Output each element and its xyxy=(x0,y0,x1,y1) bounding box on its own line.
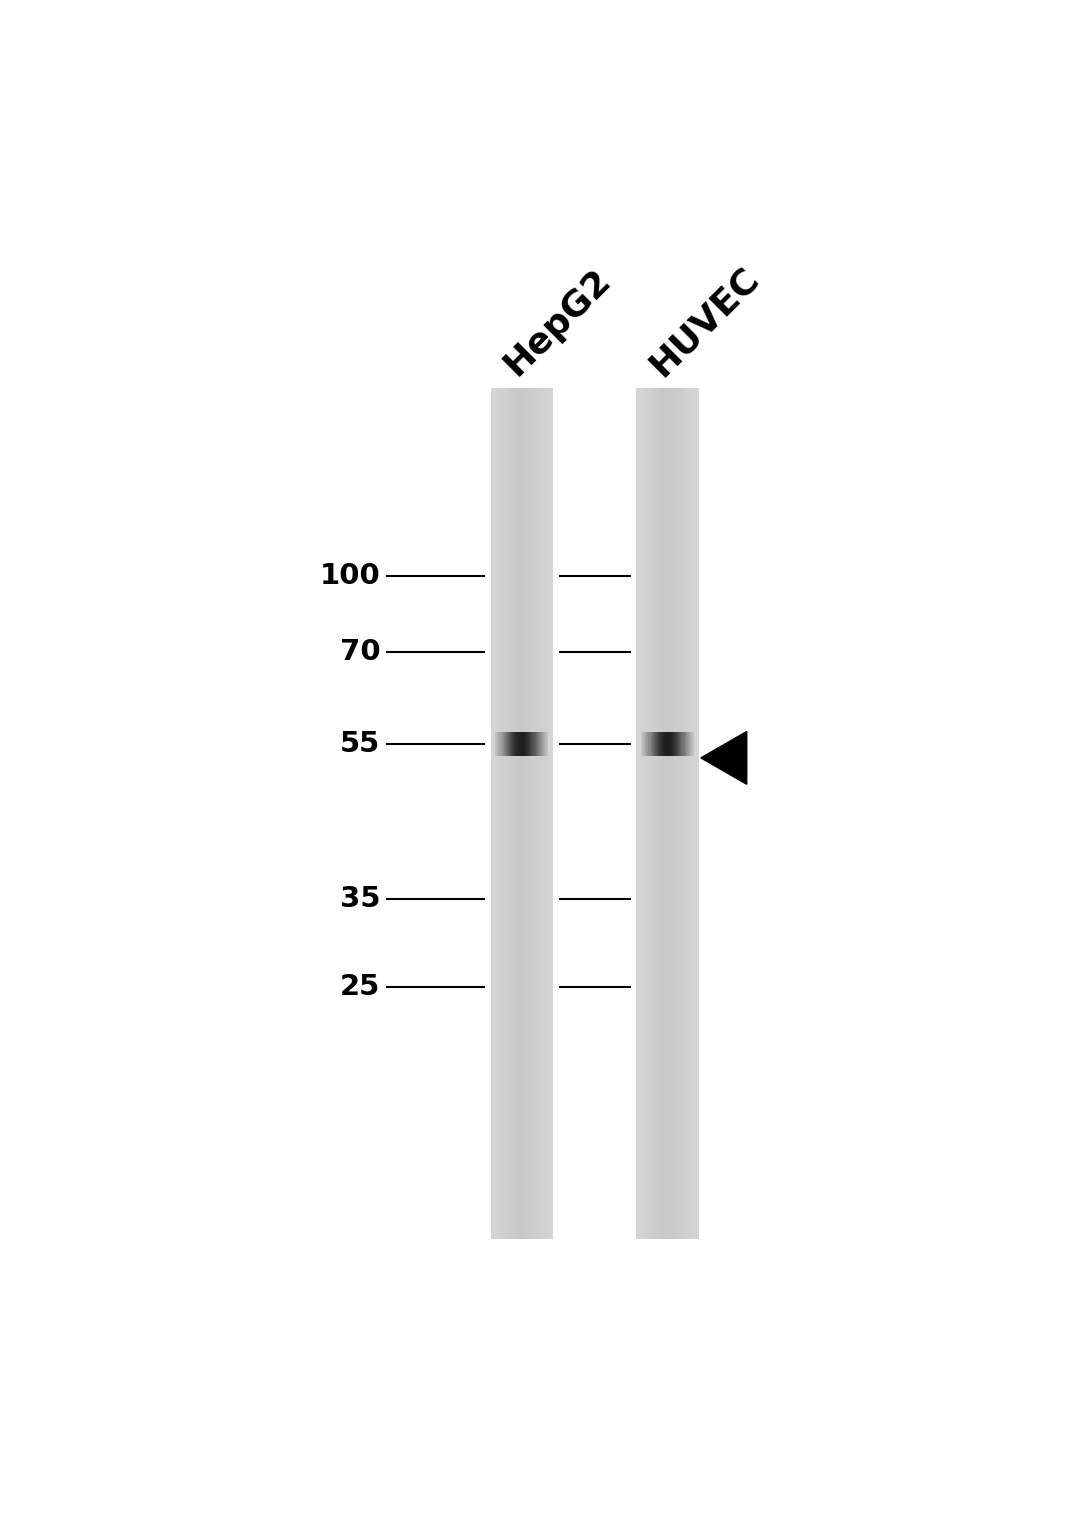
Bar xyxy=(531,389,533,1239)
Bar xyxy=(504,389,506,1239)
Bar xyxy=(640,389,641,1239)
Text: HUVEC: HUVEC xyxy=(644,261,765,383)
Bar xyxy=(641,389,643,1239)
Bar xyxy=(671,389,672,1239)
Bar xyxy=(654,389,655,1239)
Bar xyxy=(643,389,644,1239)
Bar xyxy=(528,389,530,1239)
Bar xyxy=(689,389,691,1239)
Bar xyxy=(518,389,520,1239)
Bar xyxy=(510,389,511,1239)
Bar xyxy=(492,389,493,1239)
Bar xyxy=(490,389,492,1239)
Bar xyxy=(658,389,660,1239)
Bar xyxy=(521,389,524,1239)
Bar xyxy=(530,389,531,1239)
Bar xyxy=(636,389,637,1239)
Bar xyxy=(657,389,658,1239)
Bar xyxy=(548,389,550,1239)
Polygon shape xyxy=(701,732,747,785)
Bar xyxy=(675,389,677,1239)
Bar xyxy=(499,389,500,1239)
Bar xyxy=(513,389,514,1239)
Bar xyxy=(682,389,684,1239)
Bar xyxy=(686,389,688,1239)
Bar xyxy=(678,389,680,1239)
Bar xyxy=(649,389,650,1239)
Bar xyxy=(692,389,694,1239)
Bar xyxy=(684,389,685,1239)
Bar xyxy=(503,389,504,1239)
Bar xyxy=(507,389,510,1239)
Bar xyxy=(542,389,544,1239)
Bar xyxy=(520,389,521,1239)
Bar xyxy=(698,389,699,1239)
Bar xyxy=(511,389,513,1239)
Bar xyxy=(550,389,551,1239)
Bar xyxy=(694,389,696,1239)
Bar xyxy=(677,389,678,1239)
Bar xyxy=(527,389,528,1239)
Text: 35: 35 xyxy=(340,885,381,913)
Text: 55: 55 xyxy=(340,730,381,757)
Bar xyxy=(514,389,516,1239)
Bar xyxy=(547,389,548,1239)
Bar xyxy=(497,389,499,1239)
Bar xyxy=(637,389,640,1239)
Bar xyxy=(674,389,675,1239)
Bar xyxy=(545,389,547,1239)
Bar xyxy=(500,389,501,1239)
Bar xyxy=(517,389,518,1239)
Bar xyxy=(696,389,698,1239)
Text: 25: 25 xyxy=(340,972,381,1001)
Bar xyxy=(655,389,657,1239)
Bar xyxy=(541,389,542,1239)
Bar xyxy=(669,389,671,1239)
Bar xyxy=(644,389,646,1239)
Bar xyxy=(544,389,545,1239)
Bar xyxy=(538,389,539,1239)
Bar xyxy=(663,389,664,1239)
Bar xyxy=(533,389,534,1239)
Bar xyxy=(551,389,553,1239)
Bar xyxy=(539,389,541,1239)
Bar xyxy=(496,389,497,1239)
Bar xyxy=(680,389,682,1239)
Bar xyxy=(688,389,689,1239)
Bar xyxy=(493,389,496,1239)
Bar xyxy=(646,389,647,1239)
Bar xyxy=(534,389,535,1239)
Bar xyxy=(685,389,686,1239)
Bar xyxy=(672,389,674,1239)
Bar xyxy=(650,389,651,1239)
Bar xyxy=(506,389,507,1239)
Bar xyxy=(666,389,668,1239)
Bar xyxy=(664,389,666,1239)
Bar xyxy=(661,389,663,1239)
Bar xyxy=(501,389,503,1239)
Bar xyxy=(660,389,661,1239)
Text: HepG2: HepG2 xyxy=(498,262,618,383)
Bar xyxy=(524,389,525,1239)
Bar xyxy=(535,389,538,1239)
Bar xyxy=(647,389,649,1239)
Bar xyxy=(691,389,692,1239)
Bar xyxy=(525,389,527,1239)
Text: 100: 100 xyxy=(319,562,381,590)
Bar xyxy=(651,389,654,1239)
Bar xyxy=(668,389,669,1239)
Text: 70: 70 xyxy=(340,639,381,666)
Bar xyxy=(516,389,517,1239)
